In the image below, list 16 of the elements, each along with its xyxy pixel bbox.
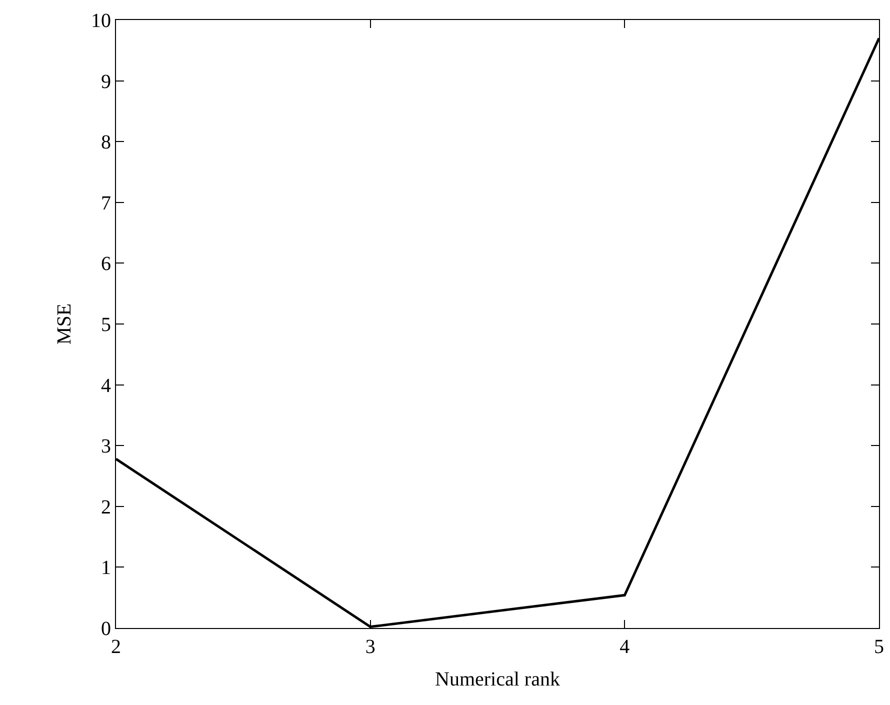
x-tick-label: 3: [365, 636, 376, 658]
y-tick-label: 10: [91, 10, 111, 32]
y-tick-label: 7: [101, 192, 111, 214]
y-tick-label: 9: [101, 70, 111, 93]
y-tick-label: 0: [101, 618, 111, 640]
y-tick-label: 8: [101, 132, 111, 154]
x-tick-label: 4: [620, 636, 630, 658]
y-tick-label: 2: [101, 496, 111, 518]
y-tick-label: 6: [101, 253, 111, 276]
x-tick-label: 5: [874, 636, 884, 658]
y-tick-label: 5: [101, 314, 111, 336]
x-axis-title: Numerical rank: [435, 668, 560, 690]
y-tick-label: 1: [101, 557, 111, 580]
y-axis-title: MSE: [54, 303, 76, 345]
y-tick-label: 4: [101, 374, 111, 397]
y-tick-label: 3: [101, 436, 111, 458]
